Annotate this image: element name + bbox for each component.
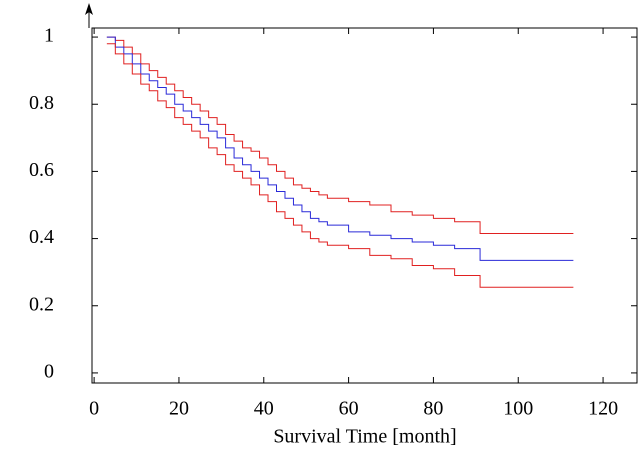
y-axis-arrow-head (85, 3, 93, 15)
y-tick-label: 0.2 (29, 293, 54, 315)
x-tick-label: 80 (423, 398, 443, 420)
y-tick-label: 1 (44, 25, 54, 47)
x-axis-label: Survival Time [month] (273, 426, 456, 448)
x-tick-label: 0 (89, 398, 99, 420)
survival-line (106, 43, 574, 288)
y-tick-label: 0.4 (29, 226, 54, 248)
x-tick-label: 60 (339, 398, 359, 420)
survival-line (106, 36, 574, 235)
x-tick-label: 120 (588, 398, 618, 420)
plot-frame (91, 27, 638, 384)
x-tick-label: 100 (503, 398, 533, 420)
x-tick-label: 20 (169, 398, 189, 420)
y-tick-label: 0 (44, 361, 54, 383)
x-tick-label: 40 (254, 398, 274, 420)
y-tick-label: 0.6 (29, 159, 54, 181)
survival-line (106, 36, 574, 261)
y-tick-label: 0.8 (29, 92, 54, 114)
